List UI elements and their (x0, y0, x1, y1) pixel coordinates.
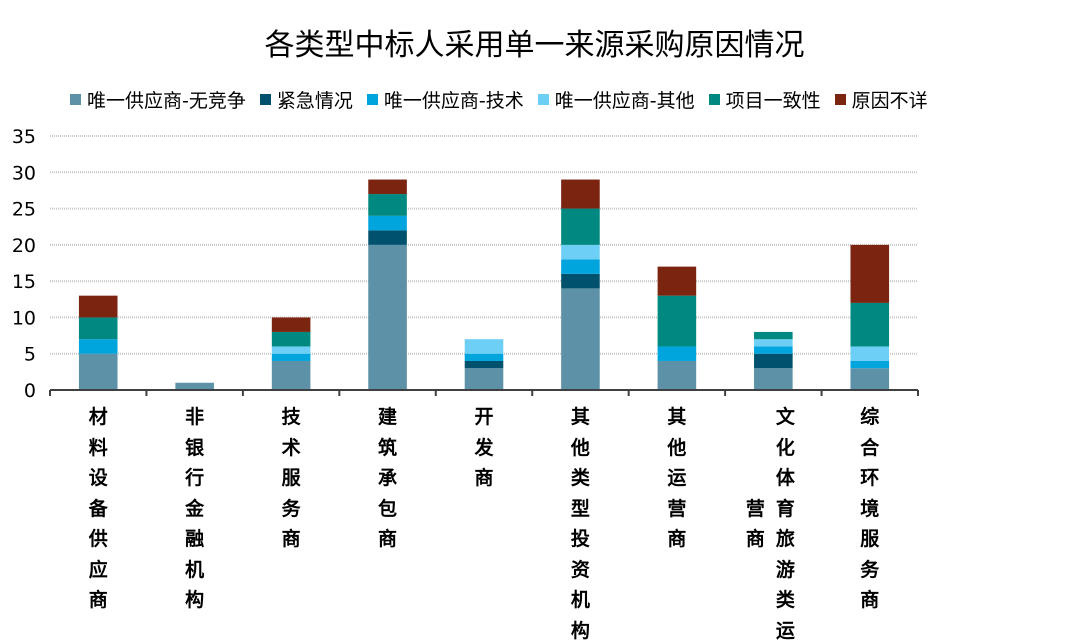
bar-segment (657, 295, 697, 347)
legend-label: 原因不详 (851, 90, 928, 112)
y-tick-label: 35 (12, 126, 36, 148)
legend-swatch (537, 94, 549, 105)
bar-segment (368, 244, 407, 390)
y-tick-label: 25 (12, 199, 36, 221)
bar-segment (78, 317, 118, 340)
legend-item: 项目一致性 (708, 86, 821, 113)
bar-segment (561, 288, 600, 390)
bar-segment (561, 259, 600, 274)
legend-item: 唯一供应商-技术 (366, 86, 524, 113)
bar-segment (368, 215, 407, 231)
bar-segment (271, 317, 311, 332)
bar-segment (657, 360, 697, 390)
bar-segment (368, 230, 407, 245)
bar-segment (464, 339, 504, 354)
legend-label: 紧急情况 (276, 90, 353, 112)
legend-label: 唯一供应商-技术 (383, 90, 524, 112)
x-tick-label: 非银行金融机构 (185, 406, 205, 611)
bar-segment (850, 368, 890, 390)
bar-segment (754, 353, 793, 369)
x-tick-label: 综合环境服务商 (860, 406, 880, 611)
legend-label: 唯一供应商-无竞争 (87, 90, 246, 112)
x-tick-label: 开发商 (474, 406, 494, 489)
bar-segment (561, 273, 600, 289)
bar-segment (464, 360, 504, 369)
bar-segment (657, 346, 697, 361)
y-tick-label: 30 (12, 162, 36, 184)
legend-item: 唯一供应商-无竞争 (70, 86, 246, 113)
x-tick-label: 文化体育旅游类运 (775, 406, 795, 642)
bar-segment (175, 382, 214, 390)
legend-swatch (708, 94, 720, 105)
legend-label: 项目一致性 (725, 90, 821, 112)
bar-segment (271, 331, 311, 347)
y-tick-label: 0 (24, 380, 36, 402)
legend-swatch (259, 94, 271, 105)
x-tick-label: 其他运营商 (667, 406, 687, 550)
bar-segment (271, 346, 311, 354)
bar-segment (657, 266, 697, 296)
bar-segment (754, 368, 793, 390)
x-tick-label: 营商 (745, 497, 765, 551)
bar-segment (78, 339, 118, 354)
legend-label: 唯一供应商-其他 (554, 90, 695, 112)
x-tick-label: 其他类型投资机构 (570, 406, 590, 642)
bar-segment (78, 353, 118, 390)
bar-segment (754, 339, 793, 347)
legend-swatch (70, 94, 81, 105)
bar-segment (271, 360, 311, 390)
x-tick-label: 建筑承包商 (378, 406, 398, 550)
legend: 唯一供应商-无竞争 紧急情况 唯一供应商-技术 唯一供应商-其他 项目一致性 原因不详 (70, 86, 928, 113)
bar-segment (754, 346, 793, 354)
bar-segment (368, 179, 407, 195)
bar-segment (368, 194, 407, 216)
bar-segment (850, 244, 890, 303)
legend-item: 原因不详 (834, 86, 928, 113)
y-tick-label: 20 (12, 235, 36, 257)
y-tick-label: 10 (12, 307, 36, 329)
x-tick-label: 材料设备供应商 (88, 406, 108, 611)
y-tick-label: 15 (12, 271, 36, 293)
bar-segment (561, 244, 600, 260)
bar-segment (850, 346, 890, 361)
legend-swatch (366, 94, 378, 105)
legend-swatch (834, 94, 846, 105)
x-tick-label: 技术服务商 (281, 406, 301, 550)
bar-segment (754, 331, 793, 340)
bar-segment (464, 353, 504, 361)
bar-segment (850, 360, 890, 369)
legend-item: 唯一供应商-其他 (537, 86, 695, 113)
chart-title: 各类型中标人采用单一来源采购原因情况 (264, 28, 805, 63)
bar-segment (78, 295, 118, 318)
bar-segment (561, 208, 600, 245)
bar-segment (850, 302, 890, 347)
bar-segment (561, 179, 600, 209)
legend-item: 紧急情况 (259, 86, 353, 113)
bar-segment (271, 353, 311, 361)
bar-segment (464, 368, 504, 390)
y-tick-label: 5 (24, 344, 36, 366)
